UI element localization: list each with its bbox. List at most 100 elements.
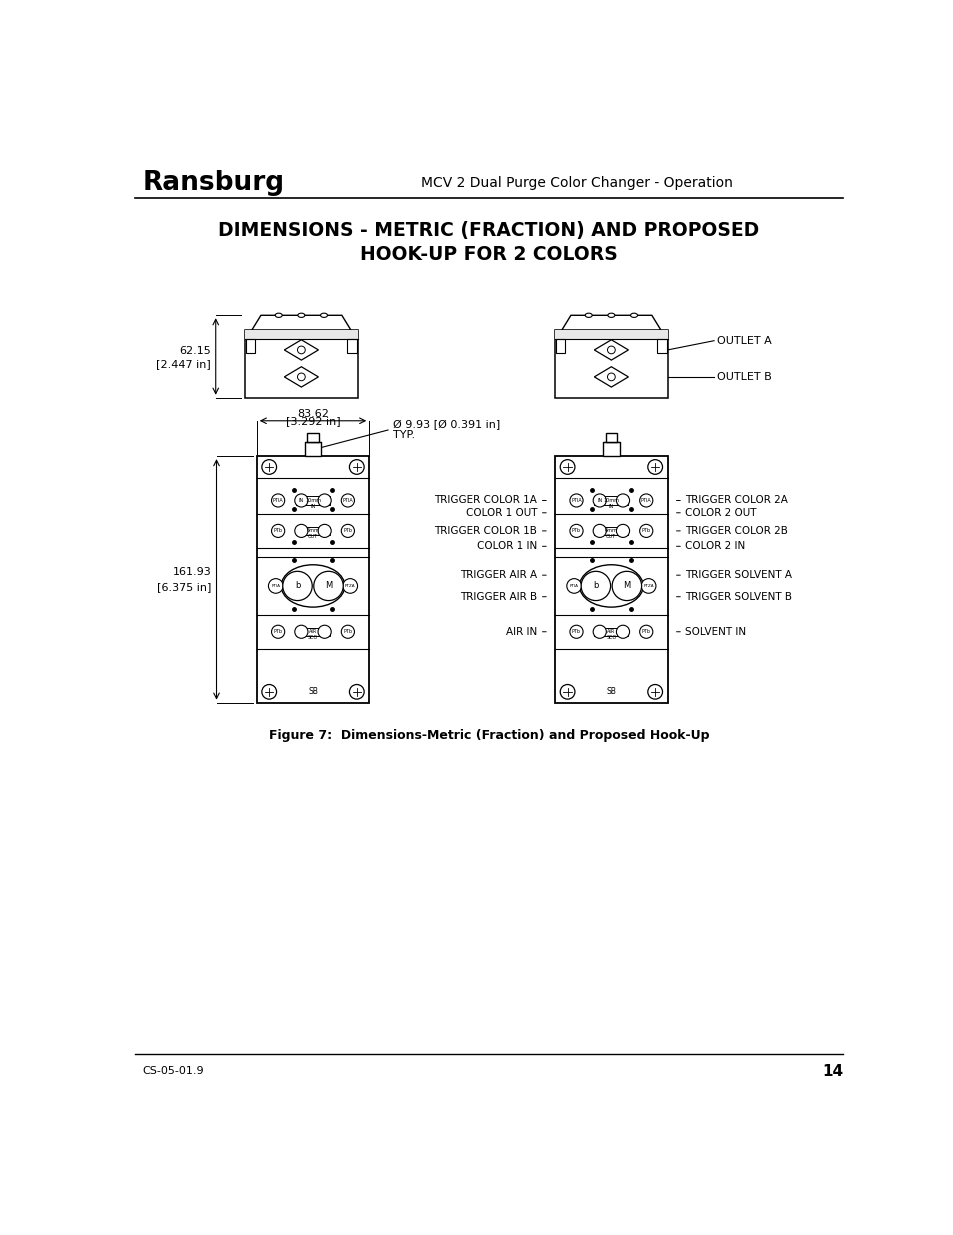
Bar — [246, 340, 255, 353]
Text: IN: IN — [597, 498, 601, 503]
Text: PTb: PTb — [343, 630, 352, 635]
Text: IN: IN — [310, 504, 315, 509]
Circle shape — [282, 572, 312, 600]
Text: 62.15: 62.15 — [179, 346, 211, 356]
Circle shape — [297, 373, 305, 380]
Text: TRIGGER COLOR 1A: TRIGGER COLOR 1A — [434, 495, 537, 505]
Polygon shape — [284, 340, 318, 361]
Text: b: b — [593, 582, 598, 590]
Ellipse shape — [607, 314, 615, 317]
Text: COLOR 2 OUT: COLOR 2 OUT — [684, 508, 756, 517]
Text: TRIGGER AIR A: TRIGGER AIR A — [459, 571, 537, 580]
Text: AIR: AIR — [607, 630, 615, 635]
Text: PTIA: PTIA — [571, 498, 581, 503]
Bar — [594, 526, 628, 535]
Text: Ransburg: Ransburg — [142, 170, 284, 196]
Text: PTb: PTb — [343, 529, 352, 534]
Text: TRIGGER COLOR 1B: TRIGGER COLOR 1B — [434, 526, 537, 536]
Text: COLOR 1 OUT: COLOR 1 OUT — [465, 508, 537, 517]
Text: TRIGGER COLOR 2B: TRIGGER COLOR 2B — [684, 526, 787, 536]
Circle shape — [616, 525, 629, 537]
Text: SB: SB — [606, 688, 616, 697]
Polygon shape — [284, 367, 318, 387]
Text: [6.375 in]: [6.375 in] — [157, 582, 212, 592]
Text: HOOK-UP FOR 2 COLORS: HOOK-UP FOR 2 COLORS — [359, 245, 618, 264]
Bar — [295, 496, 330, 505]
Text: PTb: PTb — [641, 630, 650, 635]
Circle shape — [294, 494, 308, 508]
Circle shape — [272, 625, 284, 638]
Text: TRIGGER SOLVENT A: TRIGGER SOLVENT A — [684, 571, 792, 580]
Bar — [555, 330, 667, 398]
Text: PTb: PTb — [572, 529, 580, 534]
Circle shape — [341, 494, 355, 508]
Text: PTIA: PTIA — [271, 584, 280, 588]
Text: OUTLET A: OUTLET A — [717, 336, 771, 346]
Circle shape — [593, 494, 606, 508]
Circle shape — [294, 525, 308, 537]
Circle shape — [261, 684, 276, 699]
Bar — [256, 456, 369, 703]
Text: SOLVENT IN: SOLVENT IN — [684, 626, 746, 637]
Circle shape — [569, 625, 582, 638]
Circle shape — [639, 625, 652, 638]
Text: PTb: PTb — [274, 630, 282, 635]
Circle shape — [342, 579, 357, 593]
Ellipse shape — [297, 314, 305, 317]
Text: IN: IN — [298, 498, 304, 503]
Text: 10mm: 10mm — [305, 498, 320, 503]
Circle shape — [639, 525, 652, 537]
Text: SCO: SCO — [308, 635, 317, 640]
Circle shape — [341, 525, 355, 537]
Text: AIR IN: AIR IN — [506, 626, 537, 637]
Circle shape — [569, 494, 582, 508]
Circle shape — [639, 494, 652, 508]
Polygon shape — [561, 315, 660, 330]
Text: 10mm: 10mm — [602, 498, 618, 503]
Bar — [305, 442, 321, 456]
Circle shape — [616, 494, 629, 508]
Bar — [295, 526, 330, 535]
Text: MCV 2 Dual Purge Color Changer - Operation: MCV 2 Dual Purge Color Changer - Operati… — [420, 175, 732, 190]
Ellipse shape — [584, 314, 592, 317]
Text: OUTLET B: OUTLET B — [717, 372, 771, 382]
Text: 161.93: 161.93 — [172, 567, 212, 578]
Bar — [245, 330, 357, 340]
Bar — [245, 330, 357, 398]
Bar — [657, 340, 666, 353]
Ellipse shape — [281, 564, 344, 608]
Circle shape — [297, 346, 305, 353]
Text: TYP.: TYP. — [393, 431, 415, 441]
Text: b: b — [294, 582, 300, 590]
Text: PTb: PTb — [274, 529, 282, 534]
Text: PTIA: PTIA — [569, 584, 578, 588]
Text: [2.447 in]: [2.447 in] — [156, 359, 211, 369]
Text: TRIGGER SOLVENT B: TRIGGER SOLVENT B — [684, 592, 792, 601]
Text: IN: IN — [608, 504, 614, 509]
Bar — [347, 340, 356, 353]
Polygon shape — [594, 340, 628, 361]
Circle shape — [261, 459, 276, 474]
Text: Figure 7:  Dimensions-Metric (Fraction) and Proposed Hook-Up: Figure 7: Dimensions-Metric (Fraction) a… — [269, 729, 708, 742]
Circle shape — [580, 572, 610, 600]
Circle shape — [349, 684, 364, 699]
Bar — [295, 627, 330, 636]
Text: 14: 14 — [821, 1063, 842, 1079]
Text: AIR: AIR — [309, 630, 316, 635]
Circle shape — [268, 579, 283, 593]
Circle shape — [569, 525, 582, 537]
Text: M: M — [622, 582, 630, 590]
Ellipse shape — [275, 314, 282, 317]
Circle shape — [272, 525, 284, 537]
Text: TRIGGER COLOR 2A: TRIGGER COLOR 2A — [684, 495, 787, 505]
Circle shape — [593, 525, 606, 537]
Polygon shape — [594, 367, 628, 387]
Text: M: M — [325, 582, 332, 590]
Bar — [555, 330, 667, 340]
Text: PTIA: PTIA — [273, 498, 283, 503]
Polygon shape — [252, 315, 351, 330]
Circle shape — [647, 459, 661, 474]
Text: PTb: PTb — [572, 630, 580, 635]
Circle shape — [294, 625, 308, 638]
Circle shape — [559, 684, 575, 699]
